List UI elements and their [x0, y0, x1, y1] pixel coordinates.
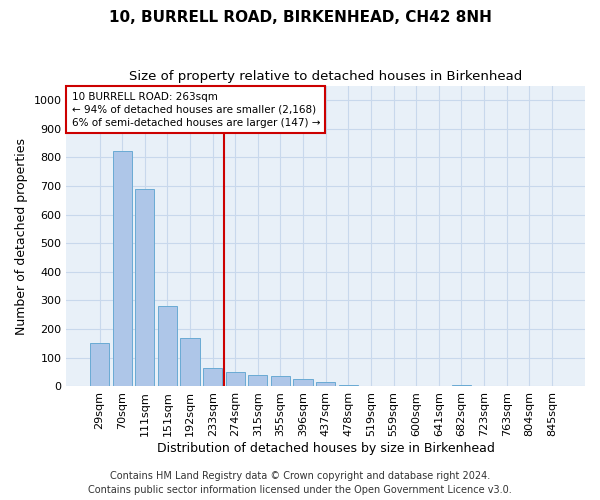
Bar [181, 338, 200, 386]
Bar [113, 152, 132, 386]
Bar [203, 368, 222, 386]
Bar [339, 385, 358, 386]
Text: Contains HM Land Registry data © Crown copyright and database right 2024.
Contai: Contains HM Land Registry data © Crown c… [88, 471, 512, 495]
Title: Size of property relative to detached houses in Birkenhead: Size of property relative to detached ho… [129, 70, 523, 83]
Bar [248, 375, 268, 386]
Text: 10, BURRELL ROAD, BIRKENHEAD, CH42 8NH: 10, BURRELL ROAD, BIRKENHEAD, CH42 8NH [109, 10, 491, 25]
Text: 10 BURRELL ROAD: 263sqm
← 94% of detached houses are smaller (2,168)
6% of semi-: 10 BURRELL ROAD: 263sqm ← 94% of detache… [71, 92, 320, 128]
Bar [158, 306, 177, 386]
Bar [452, 385, 471, 386]
Bar [135, 188, 154, 386]
Y-axis label: Number of detached properties: Number of detached properties [15, 138, 28, 334]
Bar [316, 382, 335, 386]
Bar [293, 380, 313, 386]
Bar [271, 376, 290, 386]
X-axis label: Distribution of detached houses by size in Birkenhead: Distribution of detached houses by size … [157, 442, 494, 455]
Bar [226, 372, 245, 386]
Bar [90, 344, 109, 386]
